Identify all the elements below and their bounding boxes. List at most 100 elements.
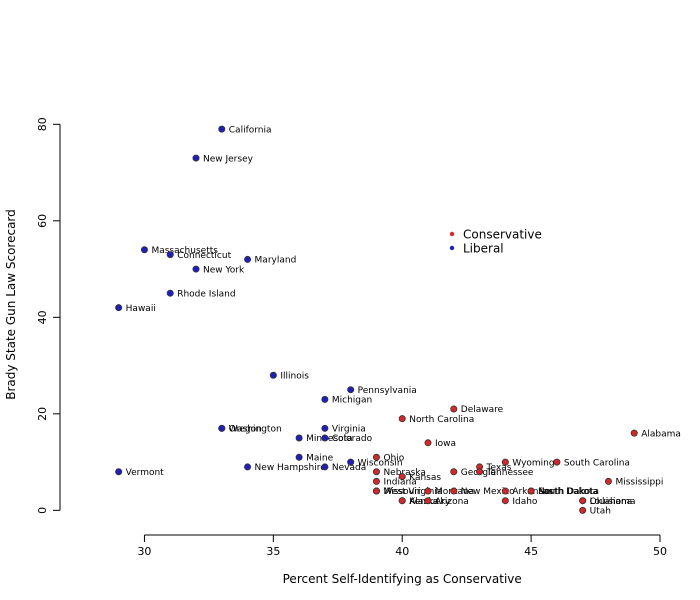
x-axis-title: Percent Self-Identifying as Conservative [283, 572, 522, 586]
y-ticks: 0 20 40 60 80 [36, 117, 60, 514]
x-tick-label: 35 [266, 545, 280, 558]
point-label: Vermont [126, 468, 165, 478]
legend-label-conservative: Conservative [463, 228, 542, 242]
data-point [450, 468, 458, 476]
data-point [501, 487, 509, 495]
point-label: Arizona [435, 497, 469, 507]
data-point [398, 497, 406, 505]
data-point [218, 125, 226, 133]
y-axis-title: Brady State Gun Law Scorecard [4, 209, 18, 400]
data-point [527, 487, 535, 495]
point-label: Wyoming [512, 458, 554, 468]
point-label: Oklahoma [590, 497, 636, 507]
data-point [347, 386, 355, 394]
data-point [450, 405, 458, 413]
data-point [424, 439, 432, 447]
point-label: Minnesota [306, 434, 352, 444]
point-label: North Dakota [538, 487, 598, 497]
data-point [398, 473, 406, 481]
data-point [115, 304, 123, 312]
point-label: Pennsylvania [358, 386, 417, 396]
point-label: Kansas [409, 473, 441, 483]
legend-marker-conservative [449, 231, 455, 237]
x-ticks: 30 35 40 45 50 [137, 535, 667, 558]
data-point [321, 424, 329, 432]
point-label: Colorado [332, 434, 373, 444]
point-label: Indiana [383, 478, 416, 488]
point-label: New Jersey [203, 154, 254, 164]
legend-marker-liberal [449, 245, 455, 251]
point-label: Missouri [383, 487, 420, 497]
y-tick-label: 80 [36, 117, 49, 131]
x-tick-label: 40 [395, 545, 409, 558]
data-point [244, 463, 252, 471]
point-label: Illinois [280, 371, 309, 381]
point-label: Ohio [383, 453, 404, 463]
data-point [398, 415, 406, 423]
point-label: Tennessee [486, 468, 534, 478]
point-label: Texas [486, 463, 512, 473]
point-label: West Virginia [383, 487, 442, 497]
point-label: Rhode Island [177, 289, 235, 299]
data-point [604, 477, 612, 485]
point-label: Virginia [332, 425, 366, 435]
point-label: Michigan [332, 396, 372, 406]
data-point [476, 468, 484, 476]
point-label: South Carolina [564, 458, 630, 468]
y-tick-label: 40 [36, 310, 49, 324]
data-point [321, 463, 329, 471]
data-point [321, 395, 329, 403]
data-point [579, 497, 587, 505]
point-label: California [229, 125, 272, 135]
x-tick-label: 30 [137, 545, 151, 558]
point-label: New Hampshire [255, 463, 327, 473]
point-label: Mississippi [615, 478, 663, 488]
data-point [424, 487, 432, 495]
data-point [295, 453, 303, 461]
legend-label-liberal: Liberal [463, 242, 504, 256]
data-point [501, 458, 509, 466]
point-label: Alabama [641, 429, 681, 439]
y-tick-label: 20 [36, 407, 49, 421]
y-tick-label: 0 [36, 507, 49, 514]
data-point [630, 429, 638, 437]
data-point [269, 371, 277, 379]
data-point [553, 458, 561, 466]
data-point [372, 477, 380, 485]
x-tick-label: 45 [524, 545, 538, 558]
point-label: Wisconsin [358, 458, 403, 468]
data-point [166, 289, 174, 297]
data-point [321, 434, 329, 442]
point-label: New York [203, 265, 245, 275]
point-label: Nebraska [383, 468, 425, 478]
data-point [372, 453, 380, 461]
data-point [244, 255, 252, 263]
data-point [347, 458, 355, 466]
data-point [501, 497, 509, 505]
x-tick-label: 50 [653, 545, 667, 558]
data-point [372, 487, 380, 495]
data-point [295, 434, 303, 442]
point-label: Nevada [332, 463, 366, 473]
data-point [192, 154, 200, 162]
point-label: Hawaii [126, 304, 156, 314]
data-point [450, 487, 458, 495]
point-label: Oregon [229, 425, 262, 435]
point-label: Washington [229, 425, 282, 435]
point-label: Idaho [512, 497, 538, 507]
data-point [115, 468, 123, 476]
data-point [372, 468, 380, 476]
point-label: Connecticut [177, 251, 231, 261]
data-point [579, 506, 587, 514]
point-label: Iowa [435, 439, 456, 449]
point-label: North Carolina [409, 415, 474, 425]
point-label: Massachusetts [151, 246, 218, 256]
data-point [424, 497, 432, 505]
point-label: Delaware [461, 405, 504, 415]
point-label: Utah [590, 507, 611, 517]
point-label: Louisiana [590, 497, 633, 507]
data-point [218, 424, 226, 432]
y-tick-label: 60 [36, 214, 49, 228]
